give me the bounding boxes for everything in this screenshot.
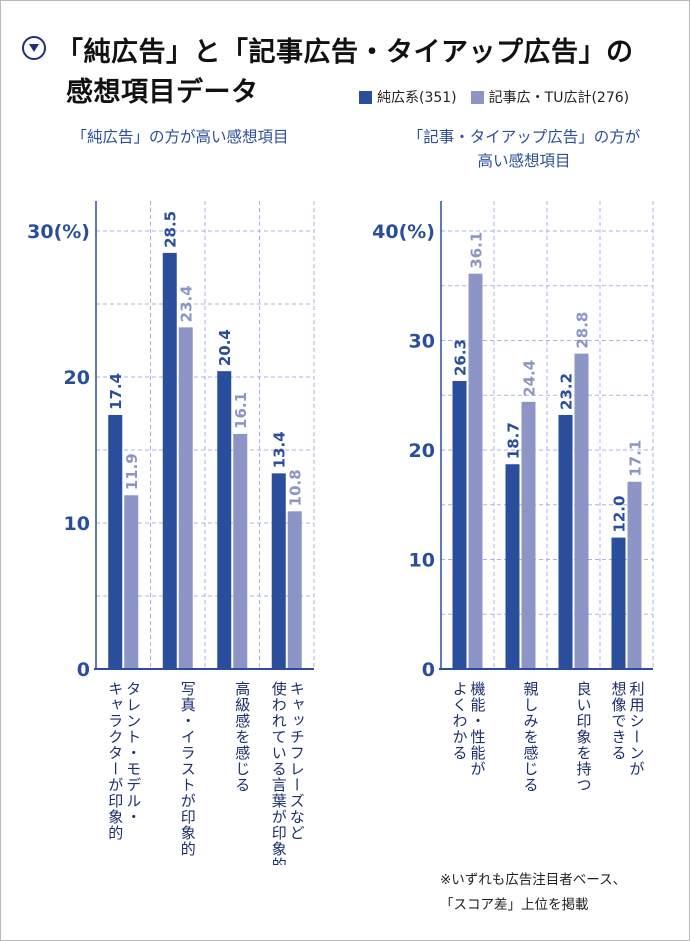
left-ytick-label: 20	[64, 367, 90, 389]
left-bar-s2-c1	[124, 495, 139, 669]
left-bar-s1-c4	[271, 473, 286, 669]
right-bar-s2-c2	[521, 401, 536, 669]
legend-swatch-series1	[359, 90, 372, 104]
right-value-label-s1-c2: 18.7	[505, 422, 523, 459]
left-ytick-label: 10	[64, 513, 90, 535]
right-category-label-c3: 良い印象を持つ	[575, 681, 593, 793]
legend: 純広系(351) 記事広・TU広計(276)	[359, 87, 643, 107]
right-panel-title-line-2: 高い感想項目	[477, 152, 571, 170]
left-ytick-label: 30(%)	[27, 221, 90, 243]
legend-swatch-series2	[470, 90, 484, 104]
left-bar-s1-c1	[108, 414, 123, 669]
left-category-label-c2: 写真・イラストが印象的	[179, 681, 197, 857]
legend-label-series2: 記事広・TU広計(276)	[488, 90, 630, 106]
right-ytick-label: 10	[409, 550, 435, 572]
right-bar-s1-c2	[505, 464, 520, 669]
left-category-label-c1: タレント・モデル・	[124, 681, 142, 825]
left-bar-chart: 0 10 20 30(%) 17.4 11.9 タレント・モデル・キャラクターが印象的 28.…	[27, 201, 315, 865]
left-category-label-c4: キャッチフレーズなど	[288, 681, 306, 841]
left-value-label-s1-c3: 20.4	[216, 329, 234, 366]
right-value-label-s2-c4: 17.1	[627, 440, 645, 477]
right-bar-s1-c3	[558, 414, 573, 669]
left-bar-s1-c3	[217, 371, 232, 669]
right-value-label-s2-c3: 28.8	[574, 312, 592, 349]
right-value-label-s1-c4: 12.0	[611, 496, 629, 533]
left-category-label-c3: 高級感を感じる	[233, 681, 251, 793]
left-ytick-label: 0	[77, 659, 90, 681]
chevron-down-circle-icon	[22, 36, 46, 60]
left-category-label-c1: キャラクターが印象的	[106, 681, 124, 841]
left-value-label-s2-c3: 16.1	[232, 392, 250, 429]
footnote: ※いずれも広告注目者ベース、 「スコア差」上位を掲載	[440, 868, 626, 918]
legend-label-series1: 純広系(351)	[377, 90, 457, 106]
right-bar-s2-c3	[574, 353, 589, 669]
footnote-line-2: 「スコア差」上位を掲載	[440, 897, 589, 913]
right-bar-s1-c1	[452, 381, 467, 669]
right-value-label-s1-c1: 26.3	[452, 339, 470, 376]
right-bar-s2-c4	[627, 481, 642, 669]
right-ytick-label: 0	[422, 659, 435, 681]
left-value-label-s1-c1: 17.4	[107, 373, 125, 410]
right-panel-title: 「記事・タイアップ広告」の方が 高い感想項目	[362, 125, 686, 173]
left-value-label-s2-c4: 10.8	[287, 469, 305, 506]
left-bar-s2-c4	[287, 511, 302, 669]
left-bar-s1-c2	[162, 252, 177, 669]
chart-title-line-2: 感想項目データ	[66, 77, 259, 108]
right-value-label-s2-c2: 24.4	[521, 360, 539, 397]
right-value-label-s1-c3: 23.2	[558, 373, 576, 410]
left-value-label-s1-c2: 28.5	[162, 211, 180, 248]
right-category-label-c4: 利用シーンが	[628, 681, 646, 777]
right-ytick-label: 20	[409, 440, 435, 462]
right-ytick-label: 40(%)	[372, 221, 435, 243]
right-panel-title-line-1: 「記事・タイアップ広告」の方が	[407, 128, 641, 146]
right-category-label-c1: 機能・性能が	[469, 681, 487, 777]
legend-item-series2: 記事広・TU広計(276)	[470, 87, 630, 107]
right-ytick-label: 30	[409, 331, 435, 353]
chart-title-line-1: 「純広告」と「記事広告・タイアップ広告」の	[56, 37, 634, 68]
right-value-label-s2-c1: 36.1	[468, 232, 486, 269]
left-value-label-s1-c4: 13.4	[271, 431, 289, 468]
right-bar-s2-c1	[468, 273, 483, 669]
left-value-label-s2-c2: 23.4	[178, 285, 196, 322]
right-bar-s1-c4	[611, 537, 626, 669]
right-category-label-c1: よくわかる	[451, 681, 469, 761]
legend-item-series1: 純広系(351)	[359, 87, 457, 107]
left-category-label-c4: 使われている言葉が印象的	[270, 681, 288, 865]
left-value-label-s2-c1: 11.9	[123, 453, 141, 490]
right-category-label-c2: 親しみを感じる	[522, 681, 540, 793]
left-bar-s2-c3	[233, 433, 248, 669]
left-panel-title: 「純広告」の方が高い感想項目	[71, 128, 289, 146]
footnote-line-1: ※いずれも広告注目者ベース、	[440, 872, 627, 888]
left-bar-s2-c2	[178, 327, 193, 669]
right-category-label-c4: 想像できる	[610, 681, 628, 761]
